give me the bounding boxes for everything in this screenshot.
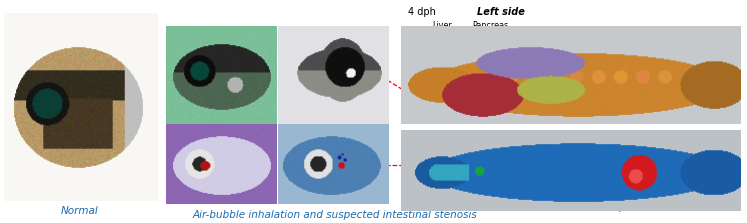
Text: Ileo-rectal sphincter: Ileo-rectal sphincter — [577, 206, 648, 212]
Text: Air-bubble inhalation and suspected intestinal stenosis: Air-bubble inhalation and suspected inte… — [192, 210, 477, 219]
Text: Liver: Liver — [432, 21, 451, 30]
Text: Hindgut: Hindgut — [552, 112, 583, 121]
Text: Midgut: Midgut — [480, 112, 506, 121]
Text: Normal: Normal — [61, 206, 99, 216]
Text: (c): (c) — [403, 134, 415, 143]
Text: Left side: Left side — [477, 7, 524, 17]
Text: Foregut: Foregut — [413, 112, 444, 121]
Text: 4 dph: 4 dph — [408, 7, 436, 17]
Text: Pancreas: Pancreas — [472, 21, 509, 30]
Text: (a): (a) — [403, 32, 415, 41]
